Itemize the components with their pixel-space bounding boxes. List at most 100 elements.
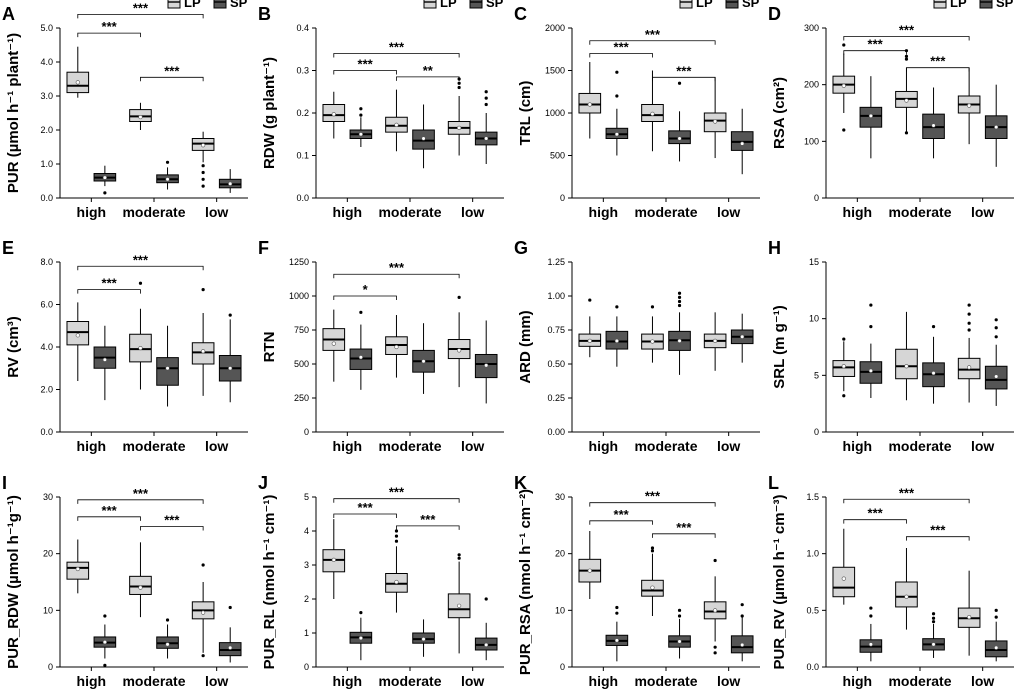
mean-marker <box>904 364 909 369</box>
box-sp-moderate <box>668 291 691 375</box>
x-tick-label-high: high <box>333 673 363 689</box>
significance-label: *** <box>389 40 405 55</box>
box-sp-low <box>218 169 242 193</box>
outlier-point <box>677 303 682 308</box>
outlier-point <box>103 663 107 667</box>
y-tick-label: 1.5 <box>806 492 819 502</box>
bracket-line <box>77 265 204 271</box>
panel-letter: D <box>768 4 781 24</box>
legend-swatch-sp <box>469 0 483 9</box>
mean-marker <box>587 338 592 343</box>
box-lp-moderate <box>129 542 152 618</box>
box-sp-moderate <box>922 87 945 159</box>
y-tick-label: 0.5 <box>806 605 819 615</box>
significance-label: *** <box>420 512 436 527</box>
mean-marker <box>201 610 206 615</box>
box-lp-high <box>578 62 602 139</box>
legend-label-lp: LP <box>950 0 967 10</box>
mean-marker <box>457 348 462 353</box>
panel-letter: B <box>258 4 271 24</box>
outlier-point <box>713 558 717 563</box>
outlier-point <box>201 164 205 168</box>
y-tick-label: 10 <box>555 605 565 615</box>
legend-swatch-lp <box>933 0 947 9</box>
outlier-point <box>994 608 998 612</box>
outlier-point <box>201 177 205 181</box>
panel-letter: K <box>514 473 527 493</box>
bracket-line <box>906 536 970 541</box>
outlier-point <box>201 184 205 188</box>
significance-bracket: *** <box>906 54 970 72</box>
mean-marker <box>358 132 363 137</box>
box-sp-moderate <box>412 619 435 657</box>
y-tick-label: 5 <box>304 492 309 502</box>
box-iqr <box>191 342 215 365</box>
box-lp-low <box>703 558 727 655</box>
legend: LP SP <box>423 0 504 10</box>
box-lp-high <box>832 43 856 132</box>
mean-marker <box>201 349 206 354</box>
box-sp-low <box>730 108 754 175</box>
y-tick-label: 10 <box>43 605 53 615</box>
outlier-point <box>615 305 619 309</box>
mean-marker <box>358 355 363 360</box>
y-axis-label: RDW (g plant⁻¹) <box>261 57 278 169</box>
significance-label: *** <box>930 523 946 538</box>
mean-marker <box>165 177 170 182</box>
significance-label: *** <box>676 520 692 535</box>
significance-label: *** <box>899 23 915 38</box>
mean-marker <box>165 366 170 371</box>
significance-label: *** <box>133 486 149 501</box>
y-tick-label: 0.75 <box>547 325 565 335</box>
y-tick-label: 0 <box>814 193 819 203</box>
outlier-point <box>650 305 655 309</box>
y-tick-label: 0.00 <box>547 427 565 437</box>
mean-marker <box>650 585 655 590</box>
mean-marker <box>394 344 399 350</box>
box-sp-high <box>349 310 373 390</box>
x-tick-label-low: low <box>461 673 484 689</box>
bracket-line <box>589 53 653 58</box>
significance-label: *** <box>930 54 946 69</box>
panel-b: B RDW (g plant⁻¹) 0.0 0.1 0.2 0.3 0.4 high moder… <box>258 0 504 220</box>
mean-marker <box>994 125 999 130</box>
mean-marker <box>967 103 972 108</box>
legend-swatch-sp <box>213 0 227 9</box>
outlier-point <box>228 313 232 317</box>
box-lp-moderate <box>641 70 664 152</box>
mean-marker <box>994 645 999 650</box>
mean-marker <box>677 639 682 644</box>
box-sp-high <box>605 70 629 156</box>
x-tick-label-moderate: moderate <box>122 438 185 454</box>
y-tick-label: 0.0 <box>40 427 53 437</box>
legend: LP SP <box>679 0 760 10</box>
y-axis-label: ARD (mm) <box>517 310 534 383</box>
legend-label-sp: SP <box>742 0 760 10</box>
y-tick-label: 0.0 <box>806 662 819 672</box>
box-lp-high <box>322 91 346 139</box>
x-tick-label-high: high <box>589 673 619 689</box>
box-lp-high <box>578 298 602 358</box>
significance-bracket: *** <box>333 485 460 503</box>
y-tick-label: 1000 <box>545 108 565 118</box>
panel-h: H SRL (m g⁻¹) 0 5 10 15 high moderate low <box>768 238 1014 454</box>
y-tick-label: 0 <box>814 427 819 437</box>
y-tick-label: 1.0 <box>806 549 819 559</box>
outlier-point <box>394 534 399 538</box>
significance-bracket: *** <box>77 276 141 294</box>
panel-letter: A <box>2 4 15 24</box>
bracket-line <box>77 32 141 38</box>
box-sp-high <box>349 611 373 661</box>
y-tick-label: 2 <box>304 594 309 604</box>
box-lp-high <box>578 531 602 599</box>
significance-label: *** <box>614 40 630 55</box>
bracket-line <box>843 519 907 524</box>
y-axis-label: PUR_RV (µmol h⁻¹ cm⁻³) <box>771 494 788 669</box>
mean-marker <box>713 338 718 343</box>
box-iqr <box>832 566 856 598</box>
mean-marker <box>868 368 873 373</box>
box-sp-high <box>859 76 883 159</box>
x-tick-label-high: high <box>843 204 873 220</box>
box-lp-high <box>66 539 90 594</box>
